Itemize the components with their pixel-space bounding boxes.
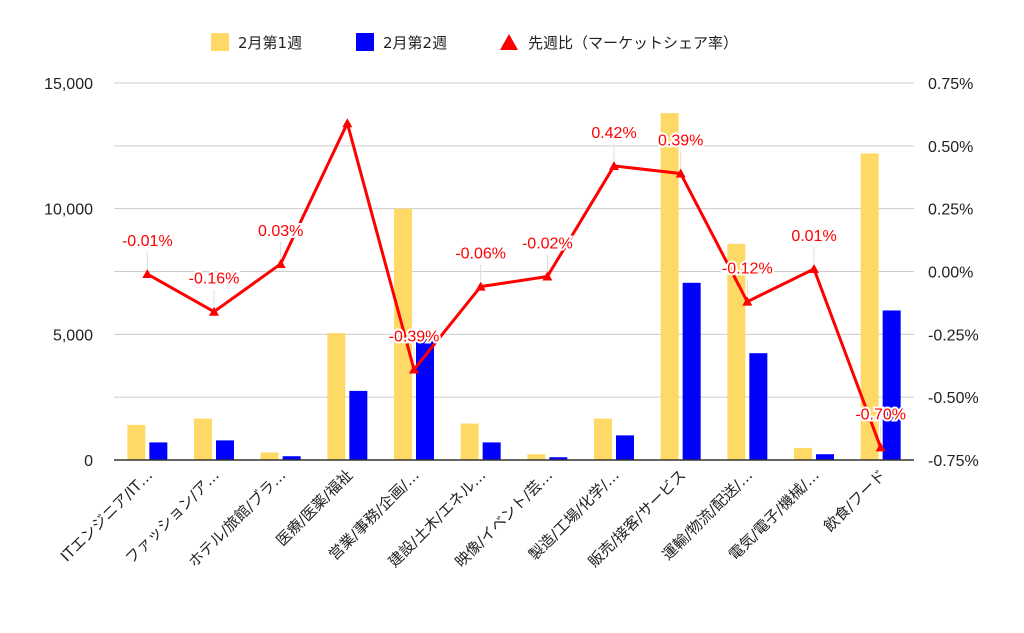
bars bbox=[127, 113, 901, 460]
share-point bbox=[209, 306, 219, 316]
y-right-tick-label: -0.50% bbox=[928, 390, 979, 407]
bar-week1 bbox=[327, 333, 346, 460]
bar-week2 bbox=[416, 338, 434, 460]
bar-week2 bbox=[216, 440, 234, 460]
share-point bbox=[742, 296, 753, 306]
share-data-label: 0.03% bbox=[258, 223, 303, 240]
legend-swatch-week1 bbox=[211, 33, 229, 51]
share-data-label: 0.42% bbox=[591, 125, 636, 142]
bar-week1 bbox=[727, 243, 746, 460]
bar-week1 bbox=[794, 447, 812, 460]
bar-week2 bbox=[882, 310, 901, 460]
share-data-label: -0.16% bbox=[189, 271, 240, 288]
y-left-tick-label: 5,000 bbox=[53, 327, 93, 344]
share-data-label: -0.02% bbox=[522, 236, 573, 253]
bar-week1 bbox=[660, 113, 679, 460]
share-data-label: -0.39% bbox=[389, 329, 440, 346]
bar-week2 bbox=[816, 454, 834, 460]
share-line-path bbox=[146, 121, 883, 448]
bar-week1 bbox=[127, 424, 146, 460]
share-data-label: -0.70% bbox=[855, 406, 906, 423]
y-right-tick-label: 0.25% bbox=[928, 202, 973, 219]
share-point bbox=[542, 271, 553, 281]
y-right-tick-label: 0.75% bbox=[928, 76, 973, 93]
legend-swatch-week2 bbox=[356, 33, 374, 51]
bar-week1 bbox=[460, 423, 479, 460]
gridlines bbox=[114, 82, 914, 398]
bar-week2 bbox=[282, 456, 301, 460]
y-right-tick-label: -0.75% bbox=[928, 453, 979, 470]
legend-swatch-share bbox=[500, 34, 518, 50]
share-data-label: 0.39% bbox=[658, 132, 703, 149]
y-left-tick-label: 0 bbox=[84, 453, 93, 470]
bar-week2 bbox=[349, 390, 368, 460]
bar-week1 bbox=[527, 454, 546, 460]
share-point bbox=[409, 364, 419, 374]
bar-week2 bbox=[549, 457, 568, 460]
share-point bbox=[475, 281, 486, 291]
legend-label-week2: 2月第2週 bbox=[383, 34, 447, 52]
share-line: -0.01% -0.16% 0.03% -0.39% -0.06% -0.02% 0.42%… bbox=[120, 118, 908, 452]
share-point bbox=[809, 263, 819, 273]
bar-week2 bbox=[616, 435, 634, 460]
legend: 2月第1週 2月第2週 先週比（マーケットシェア率） bbox=[211, 33, 738, 52]
x-category-label: 飲食/フード bbox=[820, 466, 889, 535]
legend-label-share: 先週比（マーケットシェア率） bbox=[528, 34, 738, 52]
y-right-ticks: -0.75% -0.50% -0.25% 0.00% 0.25% 0.50% 0.75% bbox=[928, 76, 979, 470]
y-left-tick-label: 15,000 bbox=[44, 76, 93, 93]
bar-week1 bbox=[260, 452, 279, 460]
y-right-tick-label: 0.50% bbox=[928, 139, 973, 156]
y-right-tick-label: -0.25% bbox=[928, 327, 979, 344]
bar-week1 bbox=[594, 418, 612, 460]
bar-week2 bbox=[749, 353, 768, 460]
bar-week1 bbox=[860, 153, 879, 460]
bar-week2 bbox=[482, 442, 501, 460]
share-data-label: -0.12% bbox=[722, 261, 773, 278]
legend-label-week1: 2月第1週 bbox=[238, 34, 302, 52]
bar-week2 bbox=[149, 442, 168, 460]
y-right-tick-label: 0.00% bbox=[928, 265, 973, 282]
bar-week2 bbox=[682, 282, 701, 460]
y-left-tick-label: 10,000 bbox=[44, 202, 93, 219]
share-point bbox=[875, 442, 886, 452]
y-left-ticks: 0 5,000 10,000 15,000 bbox=[44, 76, 93, 470]
share-point bbox=[275, 258, 286, 268]
share-point bbox=[142, 269, 153, 279]
x-category-labels: ITエンジニア/IT…ファッション/ア…ホテル/旅館/ブラ…医療/医薬/福祉営業… bbox=[57, 466, 889, 571]
share-data-label: 0.01% bbox=[791, 228, 836, 245]
bar-week1 bbox=[194, 418, 212, 460]
share-data-label: -0.06% bbox=[455, 246, 506, 263]
share-point bbox=[342, 118, 353, 128]
share-point bbox=[609, 160, 619, 170]
share-point bbox=[675, 168, 686, 178]
share-data-label: -0.01% bbox=[122, 233, 173, 250]
